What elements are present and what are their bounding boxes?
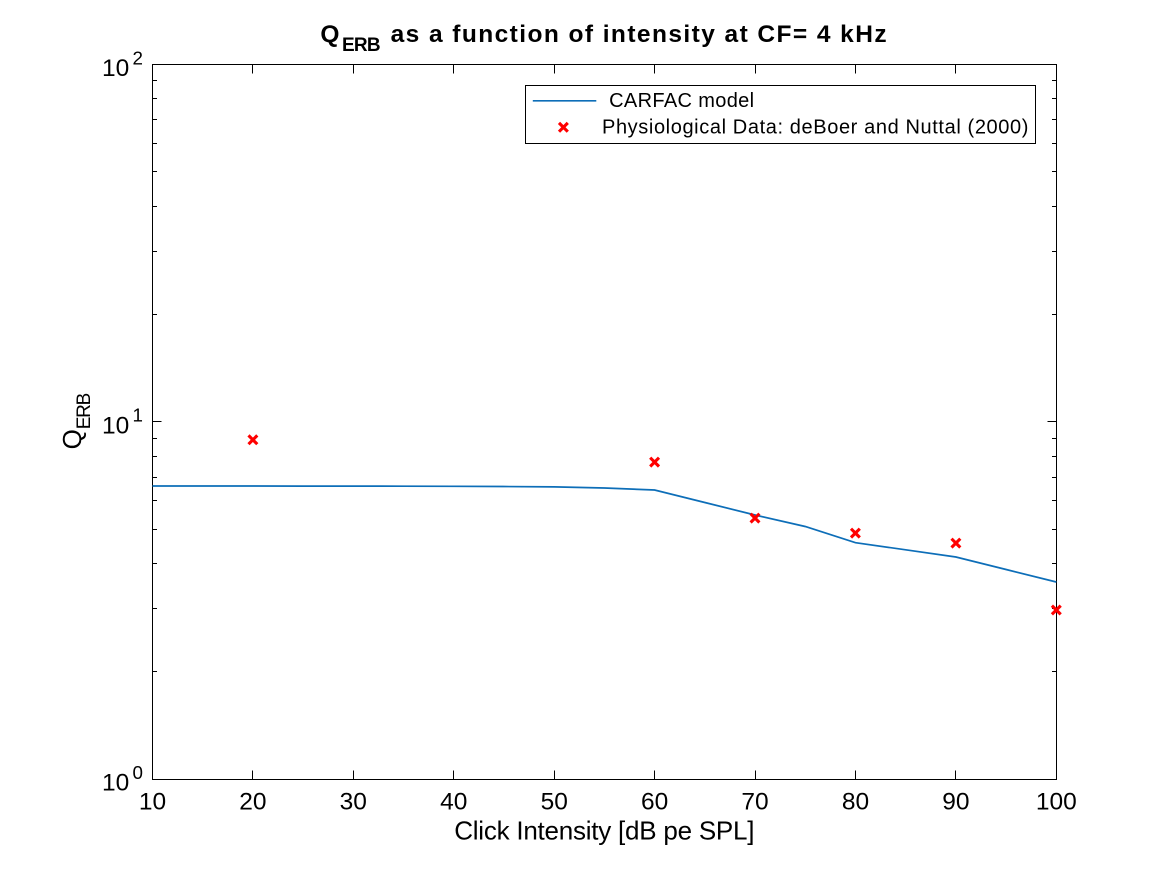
svg-text:40: 40 — [440, 789, 467, 816]
svg-text:Physiological Data: deBoer and: Physiological Data: deBoer and Nuttal (2… — [602, 117, 1028, 139]
svg-text:90: 90 — [942, 789, 969, 816]
svg-text:10: 10 — [102, 770, 129, 797]
svg-text:10: 10 — [102, 55, 129, 82]
svg-text:60: 60 — [641, 789, 668, 816]
svg-text:Click Intensity [dB pe SPL]: Click Intensity [dB pe SPL] — [454, 816, 754, 846]
svg-text:1: 1 — [133, 405, 143, 426]
svg-text:as a function of intensity at: as a function of intensity at CF= 4 kHz — [391, 21, 887, 48]
svg-text:50: 50 — [541, 789, 568, 816]
svg-text:80: 80 — [842, 789, 869, 816]
svg-text:10: 10 — [102, 412, 129, 439]
svg-text:ERB: ERB — [74, 393, 95, 430]
svg-text:30: 30 — [340, 789, 367, 816]
svg-text:20: 20 — [239, 789, 266, 816]
svg-text:2: 2 — [133, 47, 143, 68]
svg-text:CARFAC model: CARFAC model — [609, 90, 754, 112]
svg-text:ERB: ERB — [342, 35, 381, 56]
svg-text:10: 10 — [139, 789, 166, 816]
svg-text:Q: Q — [57, 429, 87, 449]
svg-text:Q: Q — [320, 21, 339, 48]
svg-text:70: 70 — [741, 789, 768, 816]
svg-text:0: 0 — [133, 762, 143, 783]
svg-text:100: 100 — [1036, 789, 1077, 816]
